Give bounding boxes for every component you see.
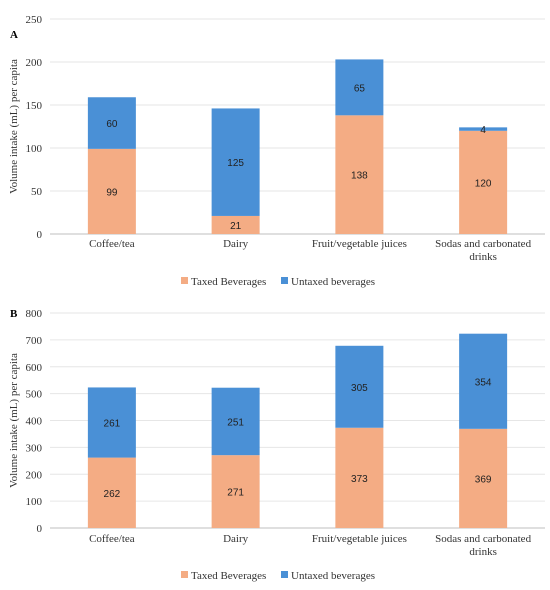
y-tick-label: 300: [26, 442, 43, 454]
data-label: 262: [104, 489, 121, 500]
x-tick-label: drinks: [469, 546, 497, 558]
data-label: 271: [227, 488, 244, 499]
x-tick-label: Dairy: [223, 533, 249, 545]
bar-segment: [87, 457, 136, 528]
data-label: 21: [230, 221, 242, 232]
x-tick-label: Dairy: [223, 238, 249, 250]
data-label: 305: [351, 383, 368, 394]
bar-segment: [335, 115, 384, 234]
legend-entry: Taxed Beverages: [191, 276, 266, 288]
y-tick-label: 700: [26, 335, 43, 347]
bar-segment: [211, 108, 260, 216]
y-tick-label: 250: [26, 14, 43, 26]
bar-segment: [459, 127, 508, 131]
data-label: 120: [475, 178, 492, 189]
x-tick-label: drinks: [469, 251, 497, 263]
data-label: 138: [351, 171, 368, 182]
data-label: 60: [106, 119, 118, 130]
y-tick-label: 200: [26, 57, 43, 69]
bar-segment: [211, 387, 260, 456]
x-tick-label: Sodas and carbonated: [435, 238, 531, 250]
y-tick-label: 400: [26, 416, 43, 428]
bar-segment: [211, 455, 260, 528]
bar-segment: [459, 130, 508, 234]
data-label: 99: [106, 187, 118, 198]
bar-segment: [459, 428, 508, 528]
y-axis-label: Volume intake (mL) per capita: [8, 353, 20, 488]
data-label: 354: [475, 377, 492, 388]
legend-swatch: [181, 571, 188, 578]
data-label: 251: [227, 417, 244, 428]
legend-swatch: [281, 571, 288, 578]
y-axis-label: Volume intake (mL) per capita: [8, 59, 20, 194]
data-label: 261: [104, 419, 121, 430]
legend-entry: Untaxed beverages: [291, 276, 375, 288]
y-tick-label: 200: [26, 469, 43, 481]
y-tick-label: 600: [26, 362, 43, 374]
bar-segment: [87, 148, 136, 234]
bar-segment: [211, 215, 260, 234]
y-tick-label: 100: [26, 496, 43, 508]
x-tick-label: Coffee/tea: [89, 238, 135, 250]
x-tick-label: Coffee/tea: [89, 533, 135, 545]
legend-swatch: [181, 277, 188, 284]
legend-entry: Taxed Beverages: [191, 570, 266, 582]
x-tick-label: Sodas and carbonated: [435, 533, 531, 545]
x-tick-label: Fruit/vegetable juices: [312, 238, 407, 250]
y-tick-label: 800: [26, 308, 43, 320]
data-label: 369: [475, 474, 492, 485]
legend-entry: Untaxed beverages: [291, 570, 375, 582]
data-label: 65: [354, 83, 366, 94]
y-tick-label: 0: [37, 229, 43, 241]
bar-segment: [335, 59, 384, 116]
data-label: 373: [351, 474, 368, 485]
y-tick-label: 0: [37, 523, 43, 535]
data-label: 125: [227, 158, 244, 169]
bar-segment: [87, 97, 136, 149]
x-tick-label: Fruit/vegetable juices: [312, 533, 407, 545]
bar-segment: [335, 427, 384, 528]
bar-segment: [87, 387, 136, 458]
y-tick-label: 150: [26, 100, 43, 112]
y-tick-label: 500: [26, 389, 43, 401]
bar-segment: [459, 333, 508, 429]
bar-segment: [335, 345, 384, 428]
y-tick-label: 100: [26, 143, 43, 155]
panel-label: B: [10, 308, 18, 320]
legend-swatch: [281, 277, 288, 284]
panel-label: A: [10, 29, 18, 41]
y-tick-label: 50: [31, 186, 43, 198]
data-label: 4: [480, 125, 486, 136]
